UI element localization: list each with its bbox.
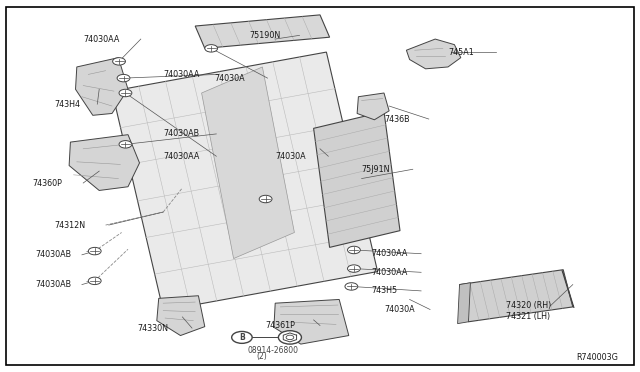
Text: R740003G: R740003G	[576, 353, 618, 362]
Circle shape	[345, 283, 358, 290]
Text: 74030AA: 74030AA	[163, 152, 200, 161]
Text: 745A1: 745A1	[448, 48, 474, 57]
Text: 743H4: 743H4	[54, 100, 81, 109]
Text: 74320 (RH): 74320 (RH)	[506, 301, 551, 310]
Polygon shape	[562, 270, 574, 308]
Circle shape	[119, 141, 132, 148]
Circle shape	[286, 335, 294, 340]
Text: 74361P: 74361P	[266, 321, 296, 330]
Circle shape	[348, 265, 360, 272]
Polygon shape	[458, 283, 470, 324]
Circle shape	[88, 247, 101, 255]
Text: 74030A: 74030A	[275, 152, 306, 161]
Text: 74321 (LH): 74321 (LH)	[506, 312, 550, 321]
Polygon shape	[195, 15, 330, 48]
Text: 75J91N: 75J91N	[362, 165, 390, 174]
Text: 74030AB: 74030AB	[35, 250, 71, 259]
Text: 74330N: 74330N	[138, 324, 168, 333]
Circle shape	[348, 246, 360, 254]
Text: 74030A: 74030A	[384, 305, 415, 314]
Polygon shape	[112, 52, 378, 311]
Text: 74360P: 74360P	[32, 179, 62, 187]
Polygon shape	[69, 135, 140, 190]
Circle shape	[205, 45, 218, 52]
Polygon shape	[314, 112, 400, 247]
Circle shape	[278, 331, 301, 344]
Polygon shape	[274, 299, 349, 344]
Text: 74312N: 74312N	[54, 221, 86, 230]
Polygon shape	[202, 67, 294, 259]
Text: 74030AB: 74030AB	[35, 280, 71, 289]
Text: 7436B: 7436B	[384, 115, 410, 124]
Polygon shape	[76, 58, 128, 115]
Text: 74030AA: 74030AA	[371, 268, 408, 277]
Text: 75190N: 75190N	[250, 31, 281, 40]
Text: B: B	[239, 333, 244, 342]
Circle shape	[119, 89, 132, 97]
Polygon shape	[406, 39, 461, 69]
Polygon shape	[460, 270, 573, 322]
Text: 74030AA: 74030AA	[163, 70, 200, 79]
Text: 74030AA: 74030AA	[83, 35, 120, 44]
Circle shape	[88, 277, 101, 285]
Circle shape	[113, 58, 125, 65]
Text: 74030AB: 74030AB	[163, 129, 199, 138]
Polygon shape	[157, 296, 205, 336]
Polygon shape	[357, 93, 389, 120]
Circle shape	[117, 74, 130, 82]
Text: 74030A: 74030A	[214, 74, 245, 83]
Circle shape	[232, 331, 252, 343]
Text: 743H5: 743H5	[371, 286, 397, 295]
Circle shape	[259, 195, 272, 203]
Text: 08914-26800: 08914-26800	[247, 346, 298, 355]
Text: (2): (2)	[256, 352, 267, 360]
Text: 74030AA: 74030AA	[371, 249, 408, 258]
